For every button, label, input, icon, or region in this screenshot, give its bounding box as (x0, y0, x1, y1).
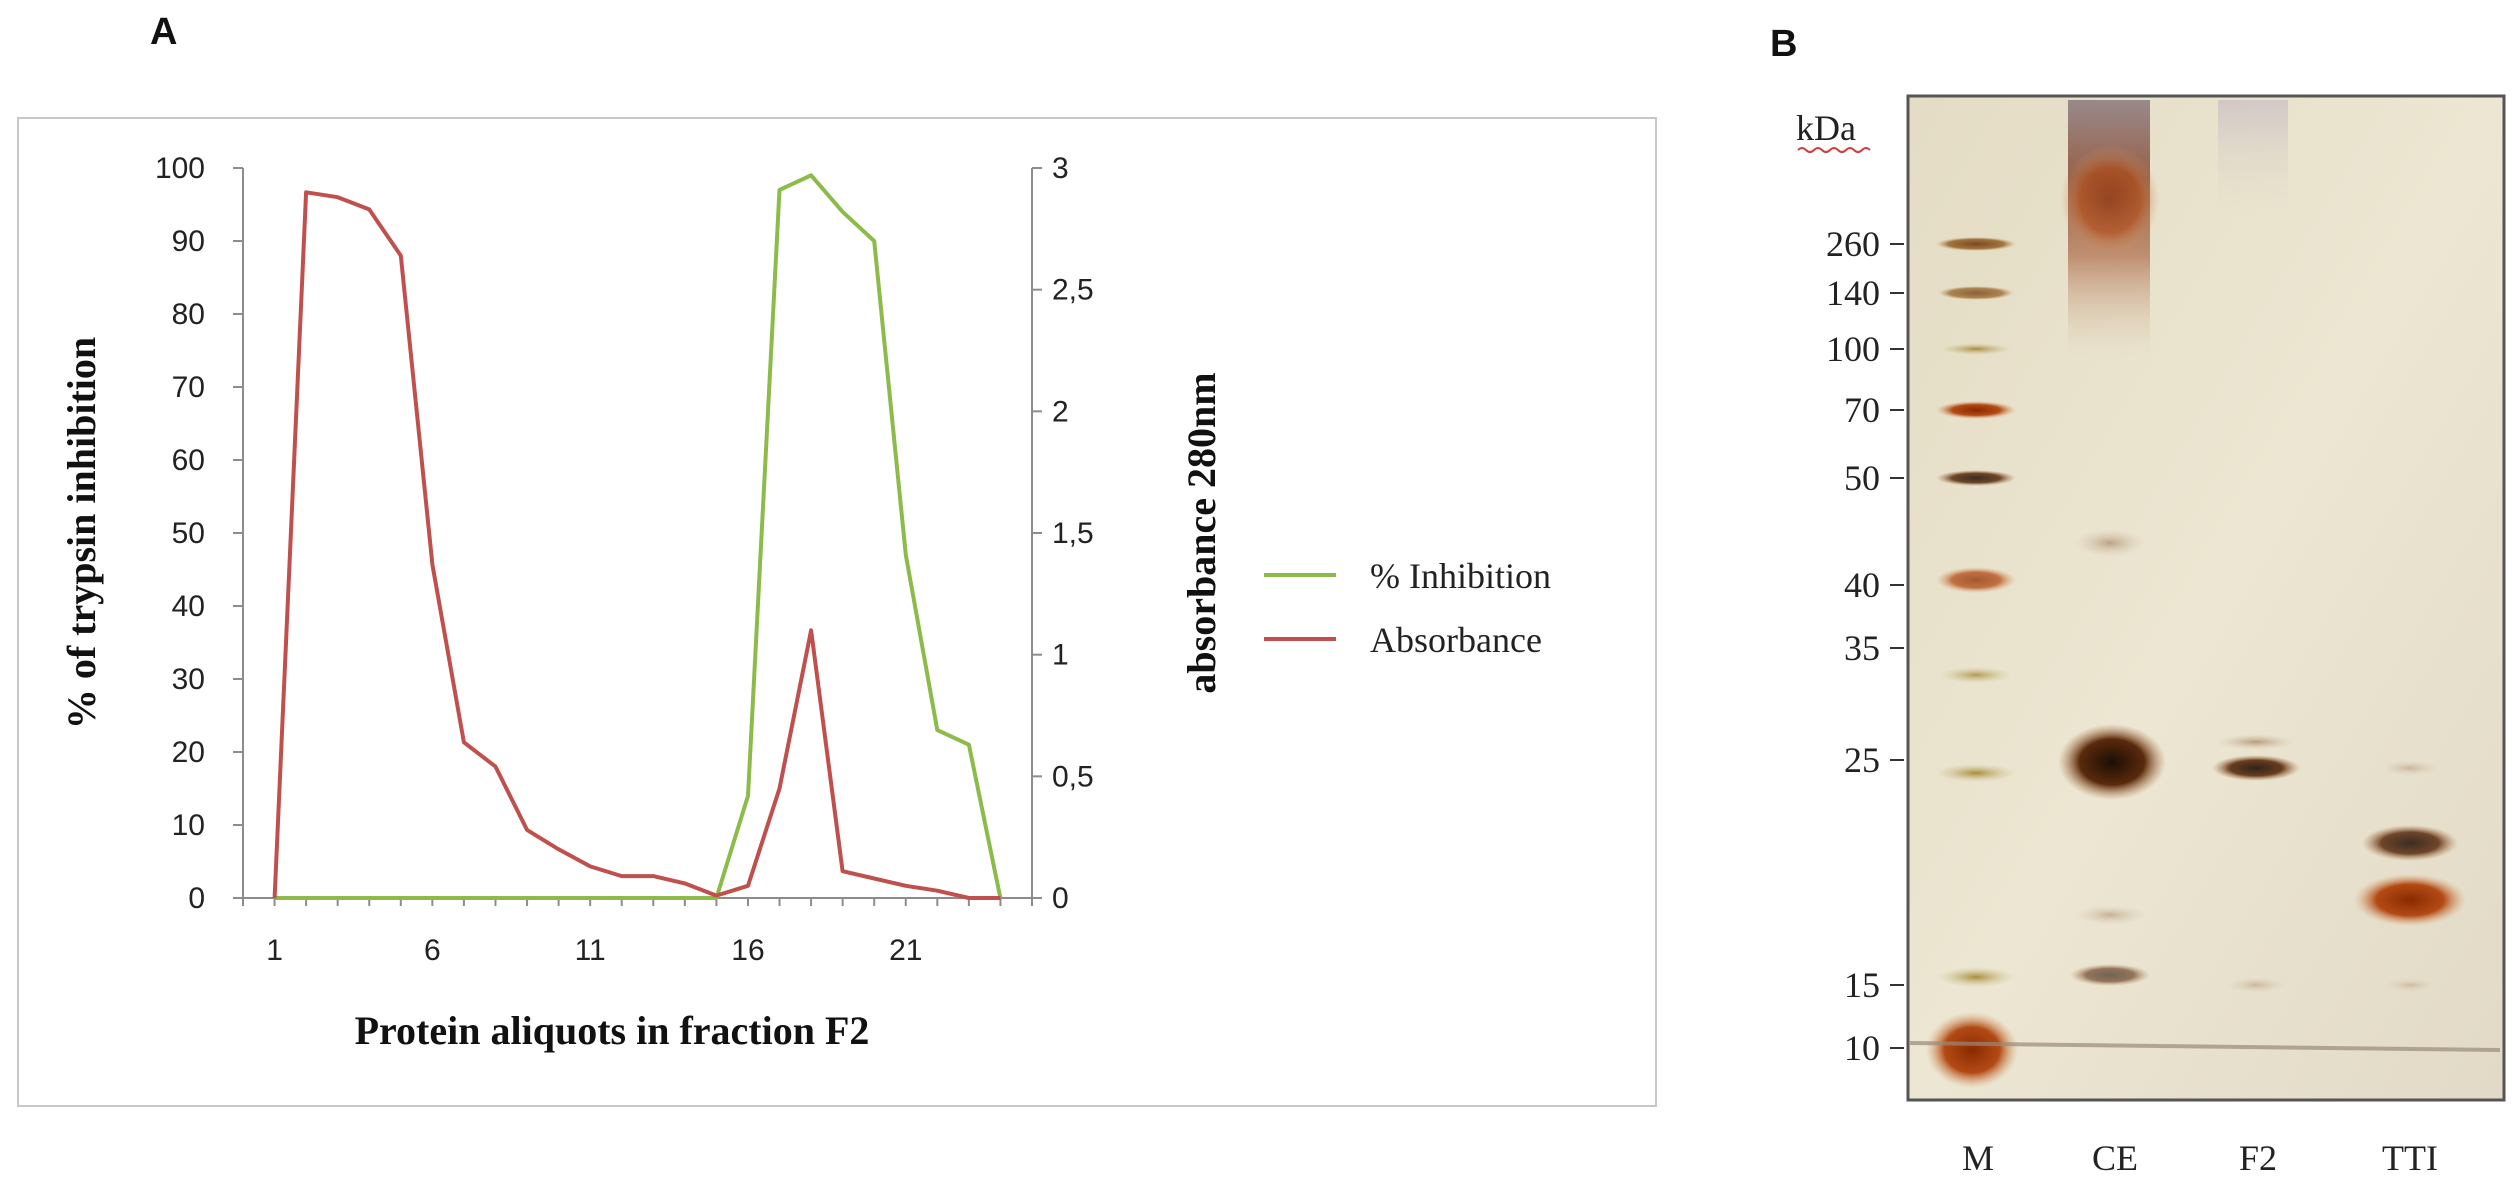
gel-lane-label: M (1962, 1138, 1994, 1178)
gel-marker-label: 70 (1844, 390, 1880, 430)
series-points (274, 175, 1001, 899)
right-tick-label: 1,5 (1052, 517, 1094, 550)
lane-f2-smear (2218, 100, 2288, 220)
left-tick-label: 0 (188, 882, 205, 915)
left-axis-ticks: 0 10 20 30 40 50 60 70 80 90 100 (155, 152, 243, 915)
left-tick-label: 50 (172, 517, 205, 550)
x-tick-label: 6 (424, 934, 441, 967)
y-axis-left-title: % of trypsin inhibition (59, 337, 104, 729)
marker-band-25 (1936, 764, 2016, 782)
f2-band-15 (2226, 977, 2286, 993)
gel-marker-label: 140 (1826, 273, 1880, 313)
x-tick-label: 16 (731, 934, 764, 967)
right-tick-label: 0 (1052, 882, 1069, 915)
gel-marker-label: 100 (1826, 329, 1880, 369)
x-axis-title: Protein aliquots in fraction F2 (355, 1008, 870, 1053)
ce-band-15 (2070, 964, 2150, 986)
marker-band-40 (1936, 567, 2016, 593)
left-tick-label: 60 (172, 444, 205, 477)
legend-label-inhibition: % Inhibition (1370, 556, 1551, 596)
series-layer (272, 173, 1003, 900)
gel-unit-underline (1797, 147, 1871, 153)
x-tick-label: 21 (889, 934, 922, 967)
right-tick-label: 1 (1052, 639, 1069, 672)
tti-band-21 (2362, 825, 2458, 861)
legend: % Inhibition Absorbance (1264, 556, 1551, 660)
left-tick-label: 100 (155, 152, 205, 185)
left-tick-label: 10 (172, 809, 205, 842)
lane-ce-upper-band (2060, 145, 2160, 255)
gel-marker-label: 10 (1844, 1028, 1880, 1068)
gel-marker-label: 25 (1844, 740, 1880, 780)
tti-band-15 (2384, 978, 2436, 992)
left-tick-label: 80 (172, 298, 205, 331)
gel-marker-label: 35 (1844, 628, 1880, 668)
left-tick-label: 40 (172, 590, 205, 623)
left-tick-label: 20 (172, 736, 205, 769)
marker-band-70 (1936, 401, 2016, 419)
left-tick-label: 90 (172, 225, 205, 258)
marker-band-30 (1940, 667, 2012, 683)
ce-band-17 (2074, 905, 2146, 925)
x-tick-label: 11 (575, 934, 606, 967)
gel-marker-label: 40 (1844, 565, 1880, 605)
right-axis-ticks: 0 0,5 1 1,5 2 2,5 3 (1032, 152, 1094, 915)
f2-band-25 (2212, 755, 2300, 781)
gel-marker-labels: 260 140 100 70 50 40 35 25 15 10 (1826, 224, 1904, 1068)
panel-a-label: A (150, 11, 177, 53)
gel-lane-label: TTI (2382, 1138, 2438, 1178)
right-tick-label: 2 (1052, 395, 1069, 428)
ce-band-25-main (2058, 724, 2166, 800)
gel-dye-front (1909, 1041, 2501, 1052)
marker-lane-bands (1926, 237, 2018, 1088)
legend-label-absorbance: Absorbance (1370, 620, 1542, 660)
ce-band-45 (2074, 529, 2146, 557)
y-axis-right-title: absorbance 280nm (1179, 372, 1224, 693)
left-tick-label: 70 (172, 371, 205, 404)
gel-image (1906, 94, 2506, 1102)
gel-unit-label: kDa (1796, 108, 1856, 148)
chart-frame (17, 117, 1657, 1107)
marker-band-140 (1938, 286, 2014, 300)
x-tick-label: 1 (266, 934, 283, 967)
tti-band-25-faint (2380, 760, 2440, 776)
ce-lane-bands (2058, 529, 2166, 986)
right-tick-label: 0,5 (1052, 760, 1094, 793)
right-tick-label: 2,5 (1052, 274, 1094, 307)
gel-marker-label: 260 (1826, 224, 1880, 264)
tti-lane-bands (2354, 760, 2466, 992)
marker-band-10 (1926, 1012, 2018, 1088)
f2-lane-bands (2212, 734, 2300, 993)
gel-panel: kDa 260 140 100 70 50 40 35 25 15 10 M CE F2 TTI (1796, 94, 2506, 1178)
gel-marker-label: 15 (1844, 965, 1880, 1005)
left-tick-label: 30 (172, 663, 205, 696)
right-tick-label: 3 (1052, 152, 1069, 185)
gel-marker-label: 50 (1844, 458, 1880, 498)
marker-band-100 (1940, 343, 2012, 355)
tti-band-19 (2354, 874, 2466, 926)
gel-lane-labels: M CE F2 TTI (1962, 1138, 2438, 1178)
panel-b-label: B (1770, 23, 1797, 65)
series-line-absorbance (272, 190, 1001, 900)
marker-band-15 (1938, 967, 2014, 987)
marker-band-260 (1936, 237, 2016, 251)
marker-band-50 (1936, 470, 2016, 486)
f2-band-27 (2216, 734, 2296, 750)
gel-lane-label: CE (2092, 1138, 2138, 1178)
series-line-inhibition (274, 173, 1003, 900)
gel-lane-label: F2 (2239, 1138, 2277, 1178)
